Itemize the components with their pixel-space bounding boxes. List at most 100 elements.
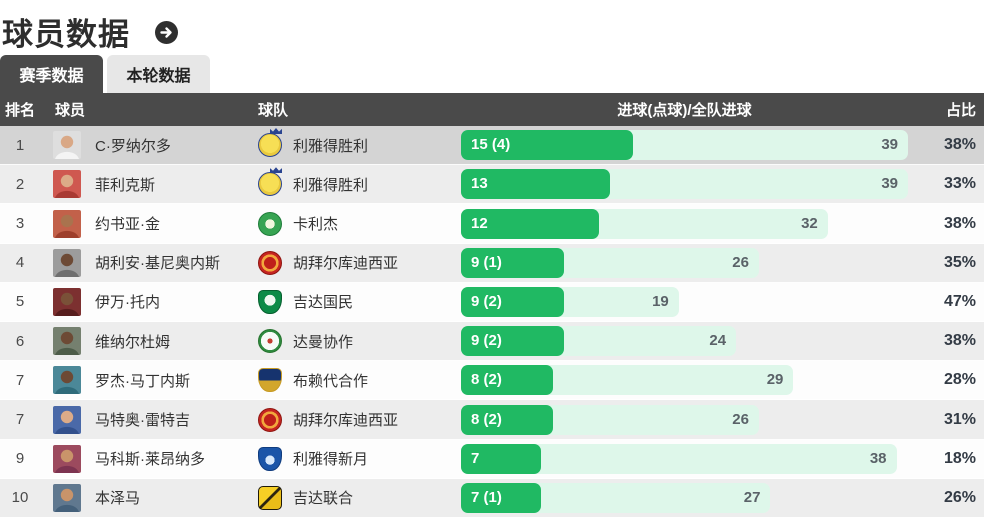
rank-cell: 3 (15, 215, 25, 232)
rank-cell: 9 (15, 450, 25, 468)
team-name: 布赖代合作 (293, 372, 369, 390)
player-goals-label: 9 (2) (471, 292, 502, 310)
goals-progress-bar: 38 7 (461, 443, 908, 474)
crown-icon (270, 128, 282, 134)
team-logo-icon (258, 446, 282, 471)
player-goals-label: 15 (4) (471, 136, 511, 154)
player-name: 马科斯·莱昂纳多 (95, 451, 205, 469)
player-avatar (53, 483, 81, 512)
player-goals-bar: 13 (461, 169, 610, 200)
team-total-value: 19 (652, 292, 669, 310)
team-logo-icon (258, 133, 282, 158)
goals-progress-bar: 39 13 (461, 169, 908, 200)
team-name: 利雅得胜利 (293, 176, 369, 194)
team-name: 达曼协作 (293, 333, 354, 351)
player-name: 胡利安·基尼奥内斯 (95, 255, 220, 273)
player-name: 罗杰·马丁内斯 (95, 372, 190, 390)
player-goals-label: 9 (1) (471, 253, 502, 271)
share-cell: 26% (943, 488, 976, 506)
player-avatar (53, 131, 81, 160)
header-team: 球队 (258, 102, 289, 119)
share-cell: 38% (943, 332, 976, 350)
table-row[interactable]: 5 伊万·托内 吉达国民 19 9 (2) (0, 282, 984, 323)
header-player: 球员 (55, 102, 86, 119)
player-photo-icon (55, 175, 79, 199)
team-name: 利雅得胜利 (293, 137, 369, 155)
table-row[interactable]: 3 约书亚·金 卡利杰 32 12 38 (0, 204, 984, 244)
tab-bar: 赛季数据 本轮数据 (0, 55, 984, 93)
player-name: 维纳尔杜姆 (95, 333, 171, 351)
player-goals-bar: 9 (2) (461, 286, 565, 317)
player-goals-bar: 9 (2) (461, 326, 565, 357)
player-goals-bar: 15 (4) (461, 130, 633, 161)
table-row[interactable]: 9 马科斯·莱昂纳多 利雅得新月 38 7 (0, 439, 984, 479)
team-logo-icon (258, 329, 282, 354)
player-photo-icon (55, 410, 79, 434)
table-row[interactable]: 4 胡利安·基尼奥内斯 胡拜尔库迪西亚 26 9 (1) (0, 243, 984, 283)
team-total-value: 32 (801, 214, 818, 232)
goals-progress-bar: 26 8 (2) (461, 404, 908, 435)
table-body: 1 C·罗纳尔多 利雅得胜利 39 15 (4) (0, 126, 984, 517)
table-row[interactable]: 10 本泽马 吉达联合 27 7 (1) (0, 478, 984, 517)
team-logo-icon (258, 368, 282, 393)
player-photo-icon (55, 214, 79, 238)
table-row[interactable]: 7 马特奥·雷特吉 胡拜尔库迪西亚 26 8 (2) (0, 400, 984, 440)
team-name: 卡利杰 (293, 216, 339, 233)
goals-progress-bar: 19 9 (2) (461, 286, 908, 317)
goals-progress-bar: 29 8 (2) (461, 365, 908, 396)
header-rank: 排名 (4, 102, 35, 119)
rank-cell: 1 (15, 136, 25, 154)
player-name: 马特奥·雷特吉 (95, 412, 190, 430)
header-share: 占比 (945, 102, 976, 119)
team-total-value: 39 (881, 175, 898, 193)
arrow-right-icon[interactable] (155, 20, 178, 44)
goals-progress-bar: 24 9 (2) (461, 326, 908, 357)
team-total-value: 27 (743, 488, 761, 506)
player-goals-label: 9 (2) (471, 332, 502, 350)
header-goals: 进球(点球)/全队进球 (617, 102, 752, 119)
player-avatar (53, 327, 81, 356)
table-row[interactable]: 6 维纳尔杜姆 达曼协作 24 9 (2) (0, 322, 984, 362)
goals-progress-bar: 32 12 (461, 208, 908, 239)
rank-cell: 5 (15, 293, 25, 311)
player-goals-bar: 7 (461, 443, 542, 474)
player-goals-bar: 8 (2) (461, 404, 553, 435)
share-cell: 38% (943, 214, 976, 232)
rank-cell: 4 (15, 254, 25, 272)
player-goals-bar: 12 (461, 208, 599, 239)
player-photo-icon (55, 488, 79, 512)
player-photo-icon (55, 253, 79, 277)
player-photo-icon (55, 449, 79, 473)
player-photo-icon (55, 331, 79, 356)
player-goals-label: 7 (1) (471, 488, 502, 506)
share-cell: 35% (943, 253, 976, 271)
table-row[interactable]: 2 菲利克斯 利雅得胜利 39 13 3 (0, 165, 984, 205)
team-total-value: 24 (709, 332, 727, 350)
team-logo-icon (258, 250, 282, 275)
page-title: 球员数据 (2, 16, 130, 52)
player-name: 约书亚·金 (95, 216, 160, 233)
team-logo-icon (258, 485, 282, 510)
share-cell: 28% (943, 371, 976, 389)
player-goals-label: 8 (2) (471, 371, 502, 389)
team-logo-icon (258, 211, 282, 236)
tab-round-data[interactable]: 本轮数据 (107, 55, 210, 93)
team-total-value: 26 (732, 410, 749, 428)
player-avatar (53, 170, 81, 199)
rank-cell: 2 (15, 175, 25, 193)
team-name: 胡拜尔库迪西亚 (293, 412, 399, 430)
goals-progress-bar: 27 7 (1) (461, 482, 908, 513)
team-logo-icon (258, 172, 282, 197)
team-name: 利雅得新月 (293, 451, 369, 469)
crown-icon (270, 167, 282, 174)
tab-season-data[interactable]: 赛季数据 (0, 55, 103, 93)
rank-cell: 7 (15, 411, 25, 429)
table-row[interactable]: 1 C·罗纳尔多 利雅得胜利 39 15 (4) (0, 126, 984, 166)
share-cell: 38% (943, 136, 976, 154)
rank-cell: 7 (15, 371, 25, 389)
rank-cell: 10 (11, 489, 29, 507)
goals-progress-bar: 39 15 (4) (461, 130, 908, 161)
player-photo-icon (55, 135, 79, 160)
player-name: 伊万·托内 (95, 294, 160, 312)
table-row[interactable]: 7 罗杰·马丁内斯 布赖代合作 29 8 (2) (0, 361, 984, 401)
